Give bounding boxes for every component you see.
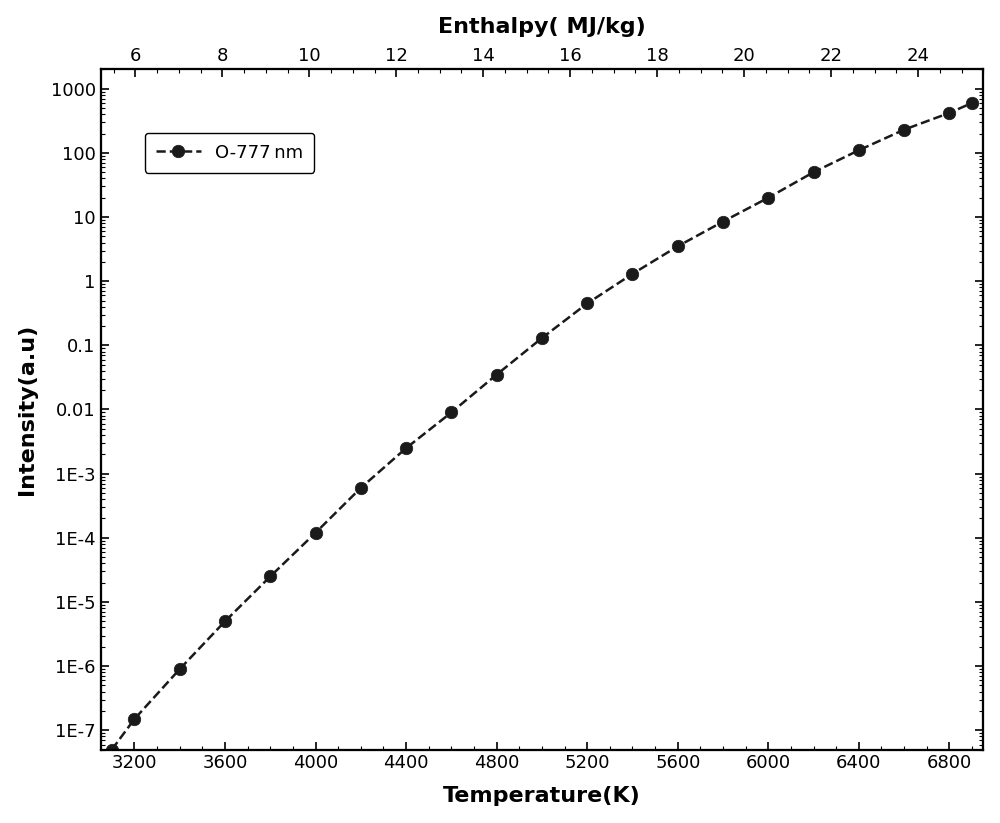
- Legend: O-777 nm: O-777 nm: [145, 133, 314, 173]
- O-777 nm: [943, 108, 955, 118]
- O-777 nm: [808, 167, 820, 177]
- O-777 nm: [400, 444, 412, 453]
- Line: O-777 nm: O-777 nm: [106, 97, 978, 756]
- O-777 nm: [626, 269, 638, 279]
- O-777 nm: [219, 616, 231, 626]
- O-777 nm: [581, 299, 593, 309]
- O-777 nm: [853, 146, 865, 156]
- Y-axis label: Intensity(a.u): Intensity(a.u): [17, 324, 37, 495]
- O-777 nm: [762, 193, 774, 202]
- O-777 nm: [536, 333, 548, 343]
- O-777 nm: [445, 407, 457, 417]
- O-777 nm: [898, 125, 910, 135]
- O-777 nm: [264, 571, 276, 581]
- O-777 nm: [491, 370, 503, 379]
- O-777 nm: [672, 241, 684, 251]
- O-777 nm: [128, 714, 140, 724]
- X-axis label: Temperature(K): Temperature(K): [443, 786, 641, 807]
- O-777 nm: [310, 528, 322, 537]
- O-777 nm: [966, 98, 978, 108]
- X-axis label: Enthalpy( MJ/kg): Enthalpy( MJ/kg): [438, 16, 646, 37]
- O-777 nm: [355, 483, 367, 493]
- O-777 nm: [717, 216, 729, 226]
- O-777 nm: [174, 664, 186, 674]
- O-777 nm: [106, 745, 118, 755]
